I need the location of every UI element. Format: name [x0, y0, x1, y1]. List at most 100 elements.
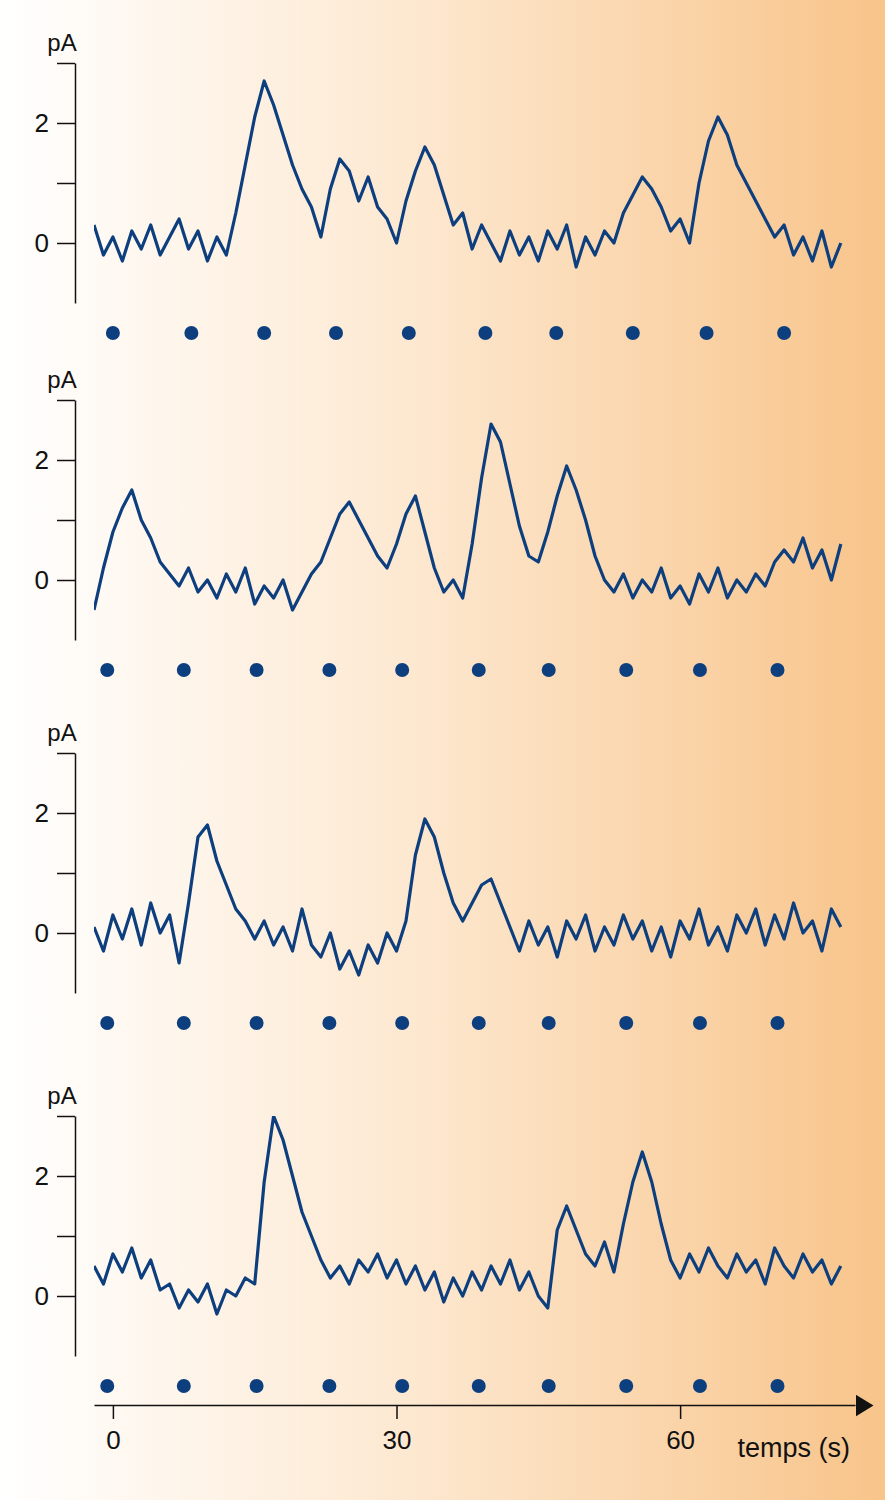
stimulus-dot	[322, 1379, 336, 1393]
x-tick-mark	[113, 1405, 115, 1419]
y-axis-title: pA	[47, 29, 76, 56]
stimulus-dot	[184, 326, 198, 340]
y-tick-label: 0	[35, 565, 49, 595]
x-tick-mark	[680, 1405, 682, 1419]
x-axis-line	[95, 1405, 856, 1407]
y-tick-label: 2	[35, 798, 49, 828]
stimulus-dot	[177, 1016, 191, 1030]
y-tick-mark	[57, 520, 75, 522]
y-tick-mark	[57, 580, 75, 582]
trace	[94, 1116, 841, 1314]
x-tick-label: 30	[383, 1425, 412, 1455]
plot-area	[94, 424, 841, 610]
plot-area	[94, 81, 841, 267]
stimuli	[100, 663, 784, 677]
stimulus-dot	[100, 1016, 114, 1030]
y-tick-label: 0	[35, 918, 49, 948]
y-tick-label: 2	[35, 1161, 49, 1191]
y-tick-label: 0	[35, 1281, 49, 1311]
y-tick: 0	[35, 1281, 75, 1311]
stimulus-dot	[329, 326, 343, 340]
y-tick-mark	[57, 1116, 75, 1118]
y-tick-mark	[57, 243, 75, 245]
stimulus-dot	[472, 1379, 486, 1393]
stimulus-dot	[177, 1379, 191, 1393]
y-tick	[57, 753, 75, 754]
stimulus-dot	[542, 1016, 556, 1030]
stimulus-dot	[619, 1379, 633, 1393]
y-tick-mark	[57, 933, 75, 935]
y-axis-title: pA	[47, 1082, 76, 1109]
panel: 02pA03060temps (s)	[35, 1082, 856, 1463]
y-tick-mark	[57, 1176, 75, 1178]
stimulus-dot	[693, 1016, 707, 1030]
x-tick: 0	[106, 1405, 120, 1455]
stimulus-dot	[250, 1379, 264, 1393]
y-tick-mark	[57, 1296, 75, 1298]
y-tick	[57, 63, 75, 64]
stimulus-dot	[770, 1016, 784, 1030]
stimulus-dot	[257, 326, 271, 340]
stimulus-dot	[106, 326, 120, 340]
y-tick: 2	[35, 108, 75, 138]
trace	[94, 819, 841, 975]
stimulus-dot	[100, 1379, 114, 1393]
y-axis: 02	[35, 1117, 76, 1357]
y-tick: 2	[35, 445, 75, 475]
stimulus-dot	[402, 326, 416, 340]
stimulus-dot	[250, 1016, 264, 1030]
stimulus-dot	[542, 663, 556, 677]
y-tick-label: 2	[35, 108, 49, 138]
trace	[94, 81, 841, 267]
y-tick-label: 0	[35, 228, 49, 258]
stimulus-dot	[777, 326, 791, 340]
y-tick: 0	[35, 228, 75, 258]
plot-area	[94, 819, 841, 975]
x-tick: 30	[383, 1405, 412, 1455]
y-tick-mark	[57, 873, 75, 875]
stimulus-dot	[322, 663, 336, 677]
stimulus-dot	[478, 326, 492, 340]
stimulus-dot	[770, 1379, 784, 1393]
stimulus-dot	[395, 1379, 409, 1393]
y-tick: 0	[35, 918, 75, 948]
y-tick	[57, 400, 75, 401]
x-tick: 60	[666, 1405, 695, 1455]
y-tick-mark	[57, 63, 75, 65]
y-tick-mark	[57, 460, 75, 462]
stimulus-dot	[693, 663, 707, 677]
y-tick	[57, 520, 75, 521]
chart-root: 02pA02pA02pA02pA03060temps (s)	[0, 0, 885, 1500]
x-tick-mark	[396, 1405, 398, 1419]
y-tick	[57, 183, 75, 184]
y-tick-mark	[57, 813, 75, 815]
plot-area	[94, 1116, 841, 1314]
y-tick-mark	[57, 123, 75, 125]
y-axis-title: pA	[47, 719, 76, 746]
y-axis: 02	[35, 754, 76, 994]
stimulus-dot	[395, 663, 409, 677]
y-tick-mark	[57, 183, 75, 185]
x-tick-label: 0	[106, 1425, 120, 1455]
y-axis-title: pA	[47, 366, 76, 393]
stimulus-dot	[250, 663, 264, 677]
y-axis: 02	[35, 64, 76, 304]
y-tick: 2	[35, 1161, 75, 1191]
panel: 02pA	[35, 29, 841, 340]
y-tick-label: 2	[35, 445, 49, 475]
stimulus-dot	[395, 1016, 409, 1030]
y-tick-mark	[57, 753, 75, 755]
stimulus-dot	[700, 326, 714, 340]
y-tick-mark	[57, 400, 75, 402]
stimuli	[100, 1379, 784, 1393]
stimuli	[106, 326, 791, 340]
y-tick	[57, 1236, 75, 1237]
stimuli	[100, 1016, 784, 1030]
panel: 02pA	[35, 719, 841, 1030]
y-tick: 2	[35, 798, 75, 828]
stimulus-dot	[626, 326, 640, 340]
stimulus-dot	[549, 326, 563, 340]
stimulus-dot	[619, 663, 633, 677]
y-tick	[57, 873, 75, 874]
y-tick	[57, 1116, 75, 1117]
